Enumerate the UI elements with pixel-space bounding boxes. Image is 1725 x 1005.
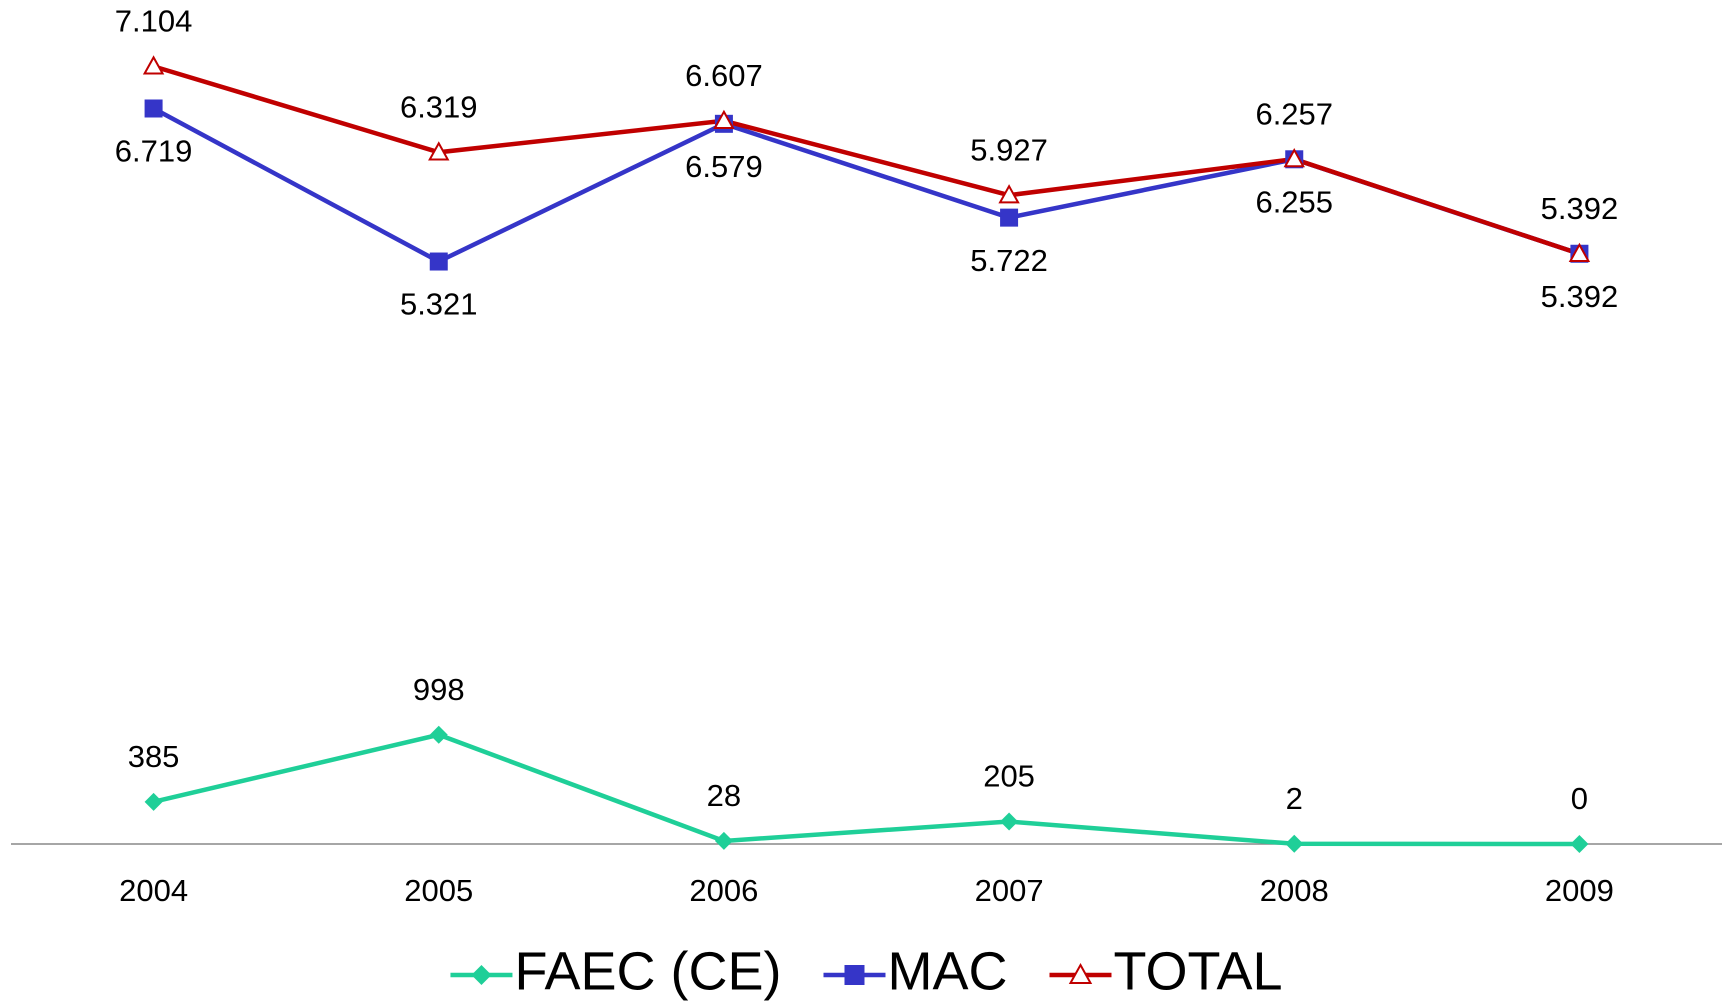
marker [1285, 834, 1304, 853]
data-label: 28 [707, 778, 741, 813]
marker [471, 965, 492, 985]
data-label: 6.607 [685, 58, 763, 93]
data-label: 5.392 [1541, 279, 1619, 314]
marker [142, 55, 165, 75]
data-label: 6.257 [1255, 96, 1333, 131]
marker [1000, 812, 1019, 831]
marker [998, 184, 1020, 204]
data-label: 2 [1286, 781, 1303, 816]
data-label: 7.104 [115, 4, 193, 39]
data-label: 205 [983, 759, 1035, 794]
x-tick-label: 2006 [689, 873, 758, 908]
marker [144, 792, 163, 811]
marker [714, 831, 733, 850]
data-label: 6.579 [685, 149, 763, 184]
legend-label: TOTAL [1113, 941, 1282, 1001]
x-tick-label: 2009 [1545, 873, 1614, 908]
x-tick-label: 2007 [975, 873, 1044, 908]
legend: FAEC (CE) MAC TOTAL [450, 941, 1283, 1001]
marker [429, 252, 448, 271]
data-label: 5.722 [970, 243, 1048, 278]
marker [713, 109, 735, 129]
marker [1568, 242, 1591, 262]
legend-label: MAC [887, 941, 1007, 1001]
data-label: 5.927 [970, 132, 1048, 167]
data-label: 998 [413, 672, 465, 707]
data-label: 6.255 [1255, 184, 1333, 219]
marker [1068, 962, 1093, 984]
data-label: 6.319 [400, 89, 478, 124]
series-line [153, 732, 1580, 847]
data-label: 5.392 [1541, 191, 1619, 226]
marker [429, 725, 448, 744]
marker [844, 965, 865, 985]
data-label: 5.321 [400, 287, 478, 322]
marker [428, 141, 450, 161]
data-label: 385 [128, 739, 180, 774]
marker [1283, 148, 1305, 168]
marker [1000, 208, 1019, 227]
data-label: 0 [1571, 781, 1588, 816]
x-tick-label: 2008 [1260, 873, 1329, 908]
series-line [152, 64, 1581, 256]
data-label: 6.719 [115, 134, 193, 169]
x-tick-label: 2004 [119, 873, 188, 908]
marker [1570, 835, 1589, 853]
x-tick-label: 2005 [404, 873, 473, 908]
marker [144, 99, 163, 118]
legend-label: FAEC (CE) [514, 941, 781, 1001]
